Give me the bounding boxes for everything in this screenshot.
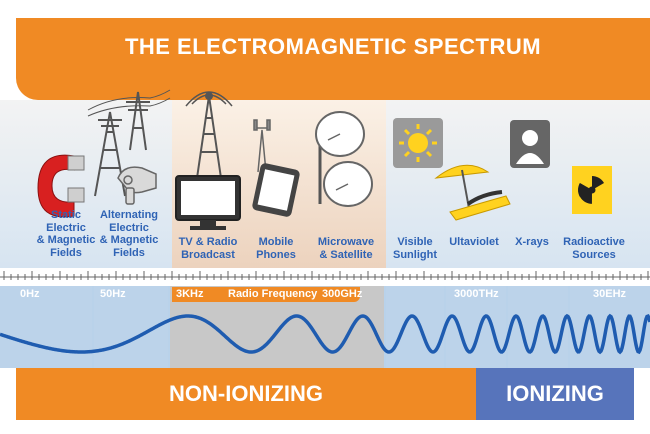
label-radioactive: Radioactive Sources (563, 236, 625, 261)
freq-30ehz: 30EHz (593, 288, 627, 300)
wave-area (0, 313, 650, 355)
title-banner (16, 18, 650, 100)
electromagnetic-wave (0, 313, 650, 355)
x-ray-icon (510, 120, 550, 168)
power-lines-icon (87, 89, 171, 197)
hair-dryer-icon (117, 166, 157, 205)
freq-0hz: 0Hz (20, 288, 40, 300)
label-x-rays: X-rays (515, 236, 549, 248)
freq-3khz: 3KHz (176, 288, 204, 300)
magnet-icon (37, 154, 85, 218)
cell-tower-icon (253, 119, 271, 173)
ionizing-label: IONIZING (506, 381, 604, 406)
label-microwave: Microwave & Satellite (317, 236, 375, 261)
radio-frequency-bar (172, 287, 360, 302)
label-alternating-fields: Alternating Electric & Magnetic Fields (99, 209, 159, 259)
label-static-fields: Static Electric & Magnetic Fields (36, 209, 96, 259)
label-ultraviolet: Ultaviolet (449, 236, 499, 248)
sunbather-icon (434, 164, 511, 221)
satellite-dish-icon (315, 111, 373, 207)
page-title: THE ELECTROMAGNETIC SPECTRUM (124, 34, 542, 59)
label-tv-radio: TV & Radio Broadcast (178, 236, 238, 261)
freq-3000thz: 3000THz (454, 288, 499, 300)
freq-cell (446, 286, 506, 368)
label-mobile-phones: Mobile Phones (256, 236, 296, 261)
freq-cell (570, 286, 650, 368)
radiation-icon (572, 166, 612, 214)
ionizing-bar (476, 368, 634, 420)
ruler-ticks (0, 271, 650, 280)
tv-icon (175, 175, 241, 230)
sun-icon (393, 118, 443, 168)
radio-tower-icon (185, 91, 233, 179)
non-ionizing-bar (16, 368, 476, 420)
label-visible-sunlight: Visible Sunlight (393, 236, 437, 261)
illustrations (37, 89, 612, 230)
freq-cell (386, 286, 444, 368)
radio-frequency-label: Radio Frequency (228, 288, 318, 300)
non-ionizing-label: NON-IONIZING (169, 381, 323, 406)
freq-cell (0, 286, 92, 368)
mobile-phone-icon (252, 163, 300, 217)
freq-50hz: 50Hz (100, 288, 126, 300)
freq-300ghz: 300GHz (322, 288, 363, 300)
